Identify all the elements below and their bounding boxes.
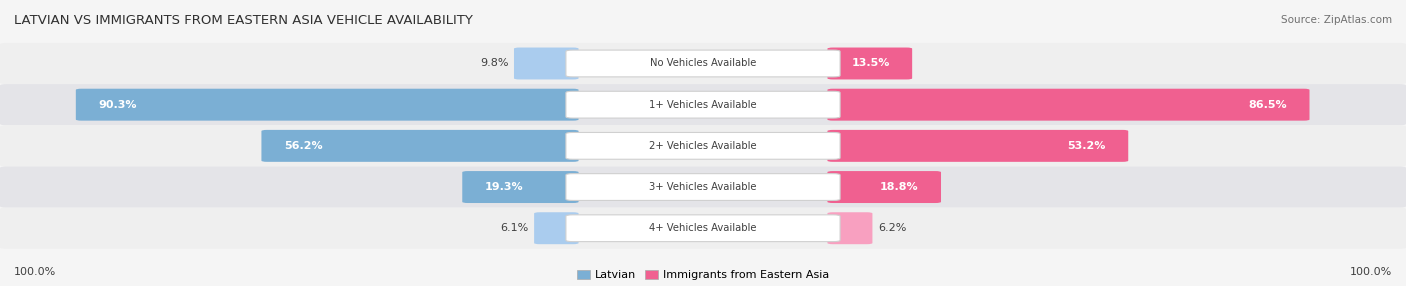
Text: 13.5%: 13.5% (851, 59, 890, 68)
Text: No Vehicles Available: No Vehicles Available (650, 59, 756, 68)
FancyBboxPatch shape (827, 171, 941, 203)
FancyBboxPatch shape (534, 212, 579, 244)
FancyBboxPatch shape (0, 43, 1406, 84)
FancyBboxPatch shape (76, 89, 579, 121)
FancyBboxPatch shape (827, 89, 1309, 121)
Text: 3+ Vehicles Available: 3+ Vehicles Available (650, 182, 756, 192)
FancyBboxPatch shape (262, 130, 579, 162)
Text: 86.5%: 86.5% (1249, 100, 1286, 110)
Legend: Latvian, Immigrants from Eastern Asia: Latvian, Immigrants from Eastern Asia (576, 270, 830, 281)
Text: 6.1%: 6.1% (501, 223, 529, 233)
FancyBboxPatch shape (827, 130, 1128, 162)
Text: 56.2%: 56.2% (284, 141, 322, 151)
Text: 6.2%: 6.2% (879, 223, 907, 233)
FancyBboxPatch shape (0, 84, 1406, 125)
Text: LATVIAN VS IMMIGRANTS FROM EASTERN ASIA VEHICLE AVAILABILITY: LATVIAN VS IMMIGRANTS FROM EASTERN ASIA … (14, 13, 472, 27)
FancyBboxPatch shape (515, 47, 579, 80)
FancyBboxPatch shape (565, 91, 839, 118)
FancyBboxPatch shape (565, 132, 839, 159)
FancyBboxPatch shape (827, 212, 873, 244)
FancyBboxPatch shape (463, 171, 579, 203)
FancyBboxPatch shape (0, 125, 1406, 166)
FancyBboxPatch shape (0, 166, 1406, 208)
Text: 9.8%: 9.8% (479, 59, 509, 68)
Text: 53.2%: 53.2% (1067, 141, 1105, 151)
Text: 100.0%: 100.0% (1350, 267, 1392, 277)
Text: Source: ZipAtlas.com: Source: ZipAtlas.com (1281, 15, 1392, 25)
FancyBboxPatch shape (0, 208, 1406, 249)
Text: 1+ Vehicles Available: 1+ Vehicles Available (650, 100, 756, 110)
FancyBboxPatch shape (565, 174, 839, 200)
Text: 2+ Vehicles Available: 2+ Vehicles Available (650, 141, 756, 151)
Text: 90.3%: 90.3% (98, 100, 136, 110)
Text: 18.8%: 18.8% (880, 182, 918, 192)
Text: 100.0%: 100.0% (14, 267, 56, 277)
FancyBboxPatch shape (565, 215, 839, 242)
Text: 19.3%: 19.3% (485, 182, 523, 192)
FancyBboxPatch shape (565, 50, 839, 77)
FancyBboxPatch shape (827, 47, 912, 80)
Text: 4+ Vehicles Available: 4+ Vehicles Available (650, 223, 756, 233)
